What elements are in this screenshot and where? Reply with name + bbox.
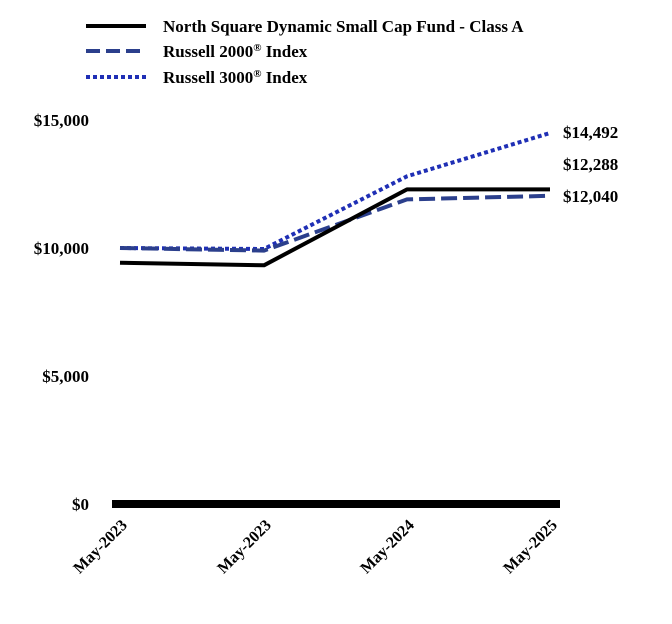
- end-labels: $12,288 $12,040 $14,492: [563, 123, 618, 206]
- end-value-label-3: $14,492: [563, 123, 618, 142]
- legend-label-2: Russell 2000® Index: [163, 42, 308, 61]
- series-lines: [119, 131, 551, 268]
- legend-label-3: Russell 3000® Index: [163, 68, 308, 87]
- x-tick-label: May-2025: [500, 517, 560, 577]
- x-tick-label: May-2024: [357, 517, 417, 577]
- y-tick-label: $5,000: [42, 367, 89, 386]
- series-line-2: [119, 193, 551, 253]
- y-tick-label: $0: [72, 495, 89, 514]
- end-value-label-2: $12,040: [563, 187, 618, 206]
- y-tick-label: $15,000: [34, 111, 89, 130]
- y-axis-ticks: $0 $5,000 $10,000 $15,000: [34, 111, 89, 514]
- x-tick-label: May-2023: [70, 517, 130, 577]
- y-tick-label: $10,000: [34, 239, 89, 258]
- x-axis-ticks: May-2023 May-2023 May-2024 May-2025: [70, 517, 560, 577]
- legend: North Square Dynamic Small Cap Fund - Cl…: [86, 17, 524, 87]
- legend-label-1: North Square Dynamic Small Cap Fund - Cl…: [163, 17, 524, 36]
- series-line-1: [119, 187, 550, 268]
- end-value-label-1: $12,288: [563, 155, 618, 174]
- x-tick-label: May-2023: [214, 517, 274, 577]
